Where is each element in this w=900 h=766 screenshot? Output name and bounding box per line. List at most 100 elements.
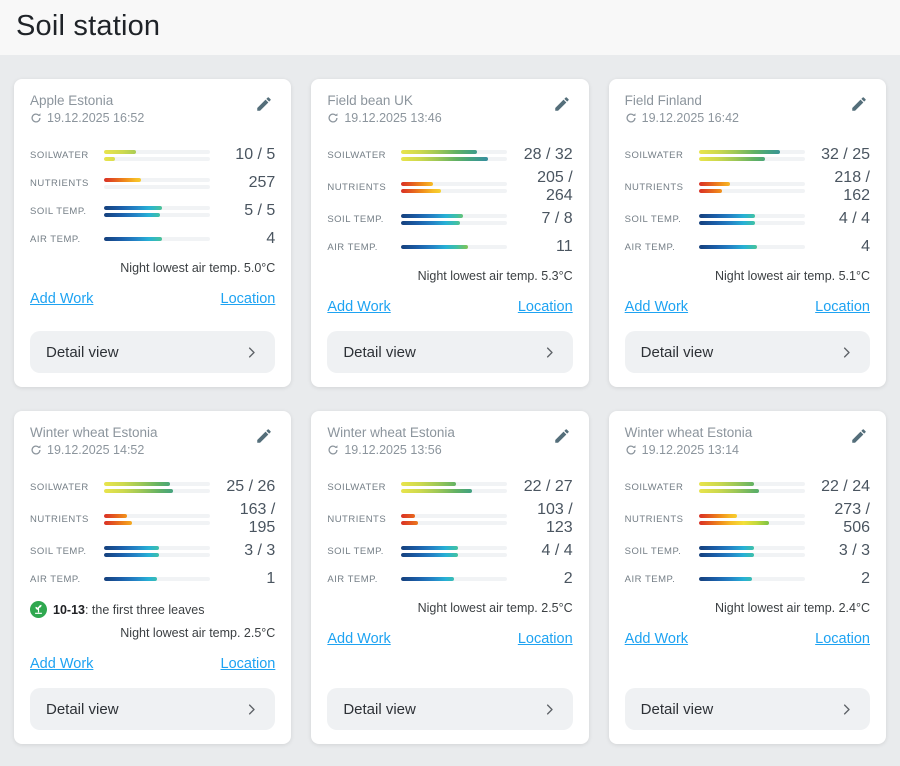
metric-row: AIR TEMP. 11 bbox=[327, 233, 572, 261]
station-name: Winter wheat Estonia bbox=[624, 425, 753, 440]
timestamp-text: 19.12.2025 13:46 bbox=[344, 111, 442, 125]
edit-button[interactable] bbox=[551, 425, 573, 447]
metrics: SOILWATER 25 / 26 NUTRIENTS 163 / 195 SO… bbox=[30, 473, 275, 593]
bar-fill bbox=[104, 177, 142, 182]
page-header: Soil station bbox=[0, 0, 900, 55]
page-title: Soil station bbox=[16, 10, 161, 42]
bar-fill bbox=[104, 577, 157, 581]
bar-track bbox=[401, 156, 508, 161]
metric-row: SOIL TEMP. 4 / 4 bbox=[327, 537, 572, 565]
bar-track bbox=[698, 156, 805, 161]
metric-row: SOIL TEMP. 4 / 4 bbox=[625, 205, 870, 233]
location-link[interactable]: Location bbox=[815, 299, 870, 315]
card-links: Add Work Location bbox=[327, 299, 572, 315]
detail-view-button[interactable]: Detail view bbox=[327, 331, 573, 373]
bar-fill bbox=[401, 220, 460, 225]
card-links: Add Work Location bbox=[625, 299, 870, 315]
bar-track bbox=[401, 245, 508, 249]
last-updated: 19.12.2025 13:14 bbox=[625, 443, 753, 457]
bar-fill bbox=[698, 220, 755, 225]
metric-label: AIR TEMP. bbox=[30, 573, 81, 585]
bar-track bbox=[698, 520, 805, 525]
detail-view-button[interactable]: Detail view bbox=[327, 688, 573, 730]
metric-row: AIR TEMP. 2 bbox=[625, 565, 870, 593]
bar-track bbox=[104, 481, 210, 486]
detail-view-button[interactable]: Detail view bbox=[30, 331, 276, 373]
detail-view-label: Detail view bbox=[46, 700, 119, 718]
location-link[interactable]: Location bbox=[517, 631, 573, 647]
metric-row: AIR TEMP. 4 bbox=[625, 233, 870, 261]
bar-fill bbox=[698, 213, 755, 218]
metric-bars bbox=[104, 149, 210, 161]
bar-fill bbox=[698, 188, 722, 193]
last-updated: 19.12.2025 13:46 bbox=[327, 111, 442, 125]
metric-bars bbox=[698, 481, 805, 493]
bar-fill bbox=[104, 552, 160, 557]
detail-view-button[interactable]: Detail view bbox=[30, 688, 276, 730]
add-work-link[interactable]: Add Work bbox=[327, 631, 391, 647]
metric-value: 2 bbox=[861, 570, 870, 587]
metric-label: NUTRIENTS bbox=[327, 181, 387, 193]
bar-fill bbox=[698, 552, 754, 557]
add-work-link[interactable]: Add Work bbox=[30, 656, 94, 672]
add-work-link[interactable]: Add Work bbox=[30, 291, 94, 307]
edit-button[interactable] bbox=[848, 425, 870, 447]
add-work-link[interactable]: Add Work bbox=[624, 631, 689, 647]
add-work-link[interactable]: Add Work bbox=[327, 299, 391, 315]
location-link[interactable]: Location bbox=[815, 631, 870, 647]
bar-fill bbox=[401, 188, 441, 193]
bar-track bbox=[104, 156, 210, 161]
bar-fill bbox=[401, 577, 455, 581]
metrics: SOILWATER 22 / 24 NUTRIENTS 273 / 506 SO… bbox=[625, 473, 870, 593]
card-links: Add Work Location bbox=[327, 631, 572, 647]
detail-view-button[interactable]: Detail view bbox=[624, 688, 870, 730]
card-header: Apple Estonia 19.12.2025 16:52 bbox=[30, 93, 275, 125]
metric-label: NUTRIENTS bbox=[30, 177, 89, 189]
metric-label: NUTRIENTS bbox=[624, 513, 684, 525]
location-link[interactable]: Location bbox=[220, 291, 276, 307]
bar-fill bbox=[401, 213, 463, 218]
chevron-right-icon bbox=[839, 345, 854, 360]
refresh-icon bbox=[626, 113, 636, 123]
bar-track bbox=[698, 149, 805, 154]
metrics: SOILWATER 32 / 25 NUTRIENTS 218 / 162 SO… bbox=[625, 141, 870, 261]
bar-fill bbox=[698, 545, 754, 550]
metric-value: 3 / 3 bbox=[838, 542, 870, 559]
edit-button[interactable] bbox=[551, 93, 573, 115]
metric-row: SOILWATER 25 / 26 bbox=[30, 473, 275, 501]
card-title-block: Field Finland 19.12.2025 16:42 bbox=[625, 93, 739, 125]
bar-fill bbox=[104, 513, 128, 518]
detail-view-button[interactable]: Detail view bbox=[624, 331, 870, 373]
metric-label: SOILWATER bbox=[30, 149, 89, 161]
chevron-right-icon bbox=[839, 702, 854, 717]
metric-label: SOILWATER bbox=[624, 481, 684, 493]
card-title-block: Apple Estonia 19.12.2025 16:52 bbox=[30, 93, 144, 125]
metric-row: SOIL TEMP. 3 / 3 bbox=[30, 537, 275, 565]
metric-bars bbox=[401, 149, 508, 161]
chevron-right-icon bbox=[542, 345, 557, 360]
station-name: Winter wheat Estonia bbox=[327, 425, 455, 440]
bar-fill bbox=[401, 149, 477, 154]
night-lowest-temp: Night lowest air temp. 2.5°C bbox=[417, 601, 573, 615]
refresh-icon bbox=[328, 113, 338, 123]
metric-bars bbox=[401, 481, 508, 493]
card-links: Add Work Location bbox=[30, 291, 275, 307]
location-link[interactable]: Location bbox=[517, 299, 573, 315]
edit-button[interactable] bbox=[848, 93, 870, 115]
metric-row: SOIL TEMP. 3 / 3 bbox=[625, 537, 870, 565]
add-work-link[interactable]: Add Work bbox=[624, 299, 689, 315]
bar-fill bbox=[401, 488, 473, 493]
metric-label: SOIL TEMP. bbox=[327, 213, 384, 225]
edit-button[interactable] bbox=[253, 93, 275, 115]
bar-track bbox=[401, 213, 508, 218]
location-link[interactable]: Location bbox=[220, 656, 276, 672]
bar-track bbox=[698, 181, 805, 186]
metric-bars bbox=[698, 513, 805, 525]
station-card: Winter wheat Estonia 19.12.2025 13:56 SO… bbox=[311, 411, 589, 744]
metric-bars bbox=[698, 545, 805, 557]
bar-track bbox=[698, 188, 805, 193]
metric-value: 4 bbox=[861, 238, 870, 255]
metric-value: 7 / 8 bbox=[541, 210, 573, 227]
edit-button[interactable] bbox=[253, 425, 275, 447]
refresh-icon bbox=[626, 445, 636, 455]
